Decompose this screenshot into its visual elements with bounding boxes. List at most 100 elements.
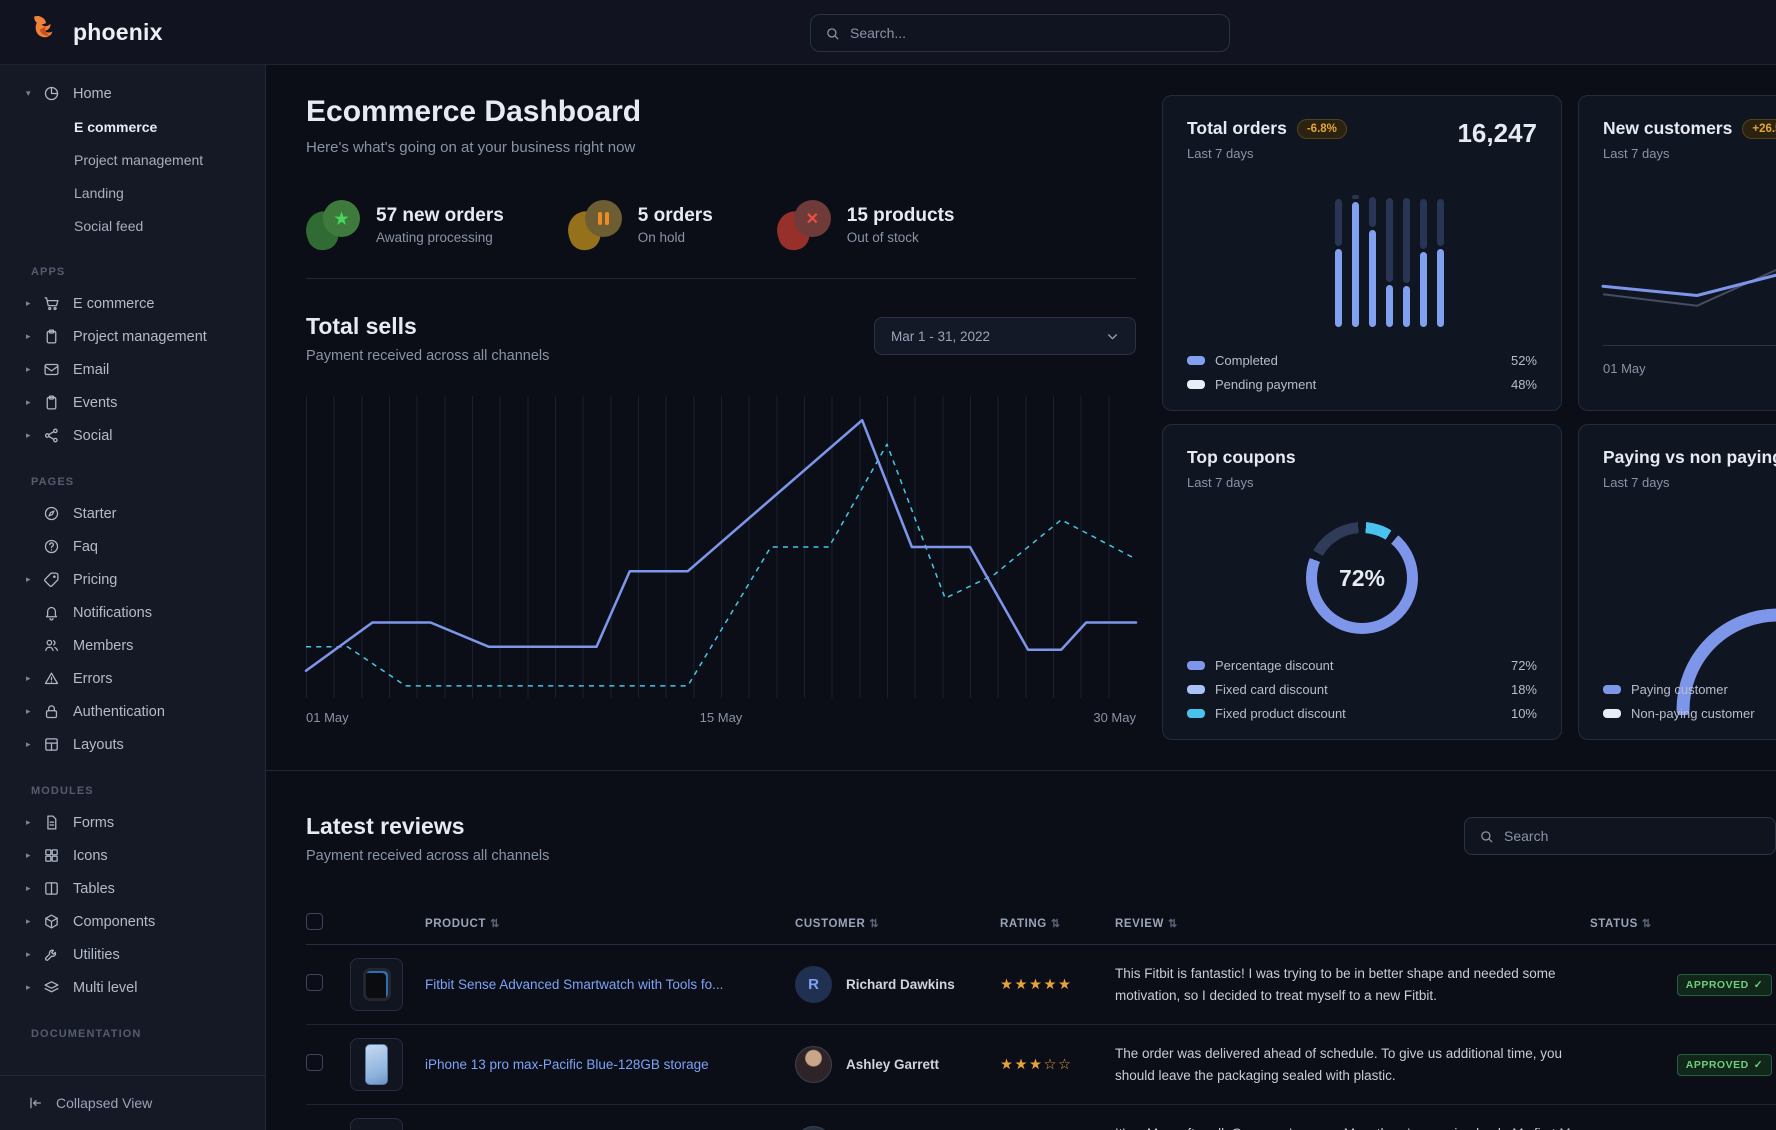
layout-icon (43, 736, 73, 753)
stat-badge-icon (562, 200, 622, 255)
cart-icon (43, 295, 73, 312)
reviews-search-input[interactable] (1504, 828, 1761, 844)
sidebar-section-label: MODULES (31, 785, 94, 797)
sidebar-item-utilities[interactable]: ▸ Utilities (0, 938, 265, 971)
order-bar (1403, 198, 1410, 327)
sidebar-item-faq[interactable]: Faq (0, 530, 265, 563)
sidebar-item-label: Project management (73, 328, 207, 345)
select-all-checkbox[interactable] (306, 913, 323, 930)
columns-icon (43, 880, 73, 897)
sidebar-item-pricing[interactable]: ▸ Pricing (0, 563, 265, 596)
box-icon (43, 913, 73, 930)
warning-icon (43, 670, 73, 687)
column-header-product[interactable]: PRODUCT ⇅ (350, 902, 795, 945)
check-icon: ✓ (1753, 1058, 1763, 1071)
total-sells-subtitle: Payment received across all channels (306, 348, 550, 364)
sidebar-item-landing[interactable]: Landing (0, 176, 265, 209)
status-badge: APPROVED ✓ (1676, 1053, 1772, 1076)
sidebar-item-project-management[interactable]: ▸ Project management (0, 320, 265, 353)
column-header-rating[interactable]: RATING ⇅ (1000, 902, 1115, 945)
sidebar-item-e-commerce[interactable]: ▸ E commerce (0, 287, 265, 320)
gauge-paying-arc (1676, 608, 1776, 717)
legend-value: 48% (1510, 377, 1537, 392)
top-coupons-card: Top coupons Last 7 days 72% Percentage d… (1162, 424, 1562, 740)
collapsed-view-toggle[interactable]: Collapsed View (0, 1075, 265, 1130)
product-thumbnail-smartwatch (350, 958, 403, 1011)
sidebar-item-notifications[interactable]: Notifications (0, 596, 265, 629)
caret-right-icon: ▸ (26, 982, 31, 992)
row-checkbox[interactable] (306, 1053, 323, 1071)
date-range-select[interactable]: Mar 1 - 31, 2022 (874, 317, 1136, 355)
sidebar-nav: ▾ Home E commerce Project management Landing… (0, 77, 265, 1075)
review-text: The order was delivered ahead of schedul… (1115, 1045, 1563, 1083)
total-orders-card: Total orders -6.8% Last 7 days 16,247 Co… (1162, 95, 1562, 411)
sidebar-item-social[interactable]: ▸ Social (0, 419, 265, 452)
sidebar-item-icons[interactable]: ▸ Icons (0, 839, 265, 872)
sidebar-item-label: Home (73, 85, 112, 102)
compass-icon (43, 505, 73, 522)
sidebar-item-project-management[interactable]: Project management (0, 143, 265, 176)
brand-logo[interactable]: phoenix (30, 13, 163, 51)
sidebar-item-label: Starter (73, 505, 117, 522)
legend-swatch (1603, 685, 1621, 694)
coupons-donut-chart: 72% (1306, 522, 1418, 634)
global-search-input[interactable] (850, 25, 1215, 41)
order-bar (1437, 199, 1444, 327)
stat-title: 5 orders (637, 205, 713, 226)
caret-right-icon: ▸ (26, 331, 31, 341)
collapsed-view-label: Collapsed View (56, 1095, 153, 1111)
sidebar-item-multi-level[interactable]: ▸ Multi level (0, 971, 265, 1004)
table-row: Fitbit Sense Advanced Smartwatch with To… (306, 944, 1776, 1025)
reviews-title: Latest reviews (306, 813, 465, 839)
legend-swatch (1187, 356, 1205, 365)
sidebar-item-forms[interactable]: ▸ Forms (0, 806, 265, 839)
column-header-review[interactable]: REVIEW ⇅ (1115, 902, 1590, 945)
caret-right-icon: ▸ (26, 574, 31, 584)
card-title: New customers (1603, 118, 1733, 138)
order-bar (1386, 198, 1393, 327)
sidebar-item-authentication[interactable]: ▸ Authentication (0, 695, 265, 728)
sidebar-item-social-feed[interactable]: Social feed (0, 209, 265, 242)
sidebar-item-members[interactable]: Members (0, 629, 265, 662)
sidebar-item-components[interactable]: ▸ Components (0, 905, 265, 938)
donut-center-label: 72% (1317, 533, 1407, 623)
lock-icon (43, 703, 73, 720)
sidebar-item-label: Social feed (74, 217, 144, 234)
column-header-customer[interactable]: CUSTOMER ⇅ (795, 902, 1000, 945)
sidebar-item-starter[interactable]: Starter (0, 497, 265, 530)
sidebar-item-label: Utilities (73, 946, 120, 963)
sparkline-previous (1602, 268, 1776, 307)
sort-icon: ⇅ (1167, 917, 1178, 930)
total-sells-previous-line (306, 443, 1137, 687)
legend-item: Percentage discount 72% (1187, 658, 1537, 673)
sidebar-item-tables[interactable]: ▸ Tables (0, 872, 265, 905)
column-header-status[interactable]: STATUS ⇅ (1590, 902, 1776, 945)
sidebar-item-label: E commerce (73, 295, 155, 312)
customer-name: Ashley Garrett (846, 1057, 940, 1072)
page-title: Ecommerce Dashboard (306, 95, 642, 128)
sidebar-item-home[interactable]: ▾ Home (0, 77, 265, 110)
sparkline-current (1601, 273, 1776, 297)
stat-title: 57 new orders (376, 205, 504, 226)
row-checkbox[interactable] (306, 973, 323, 991)
search-icon (1479, 829, 1494, 844)
sidebar-item-layouts[interactable]: ▸ Layouts (0, 728, 265, 761)
sidebar-item-email[interactable]: ▸ Email (0, 353, 265, 386)
legend-swatch (1187, 685, 1205, 694)
sidebar-item-e-commerce[interactable]: E commerce (0, 110, 265, 143)
caret-right-icon: ▸ (26, 883, 31, 893)
legend-item: Fixed product discount 10% (1187, 706, 1537, 721)
product-thumbnail-iphone (350, 1038, 403, 1091)
sidebar-item-errors[interactable]: ▸ Errors (0, 662, 265, 695)
card-period: Last 7 days (1603, 146, 1670, 161)
x-tick: 01 May (306, 710, 349, 725)
order-bar (1352, 195, 1359, 327)
sidebar-item-events[interactable]: ▸ Events (0, 386, 265, 419)
legend-label: Fixed product discount (1215, 706, 1346, 721)
card-title: Top coupons (1187, 447, 1296, 467)
paying-vs-non-paying-card: Paying vs non paying Last 7 days Payi (1578, 424, 1776, 740)
total-orders-value: 16,247 (1457, 118, 1537, 148)
product-link[interactable]: iPhone 13 pro max-Pacific Blue-128GB sto… (425, 1057, 709, 1072)
product-link[interactable]: Fitbit Sense Advanced Smartwatch with To… (425, 977, 724, 992)
